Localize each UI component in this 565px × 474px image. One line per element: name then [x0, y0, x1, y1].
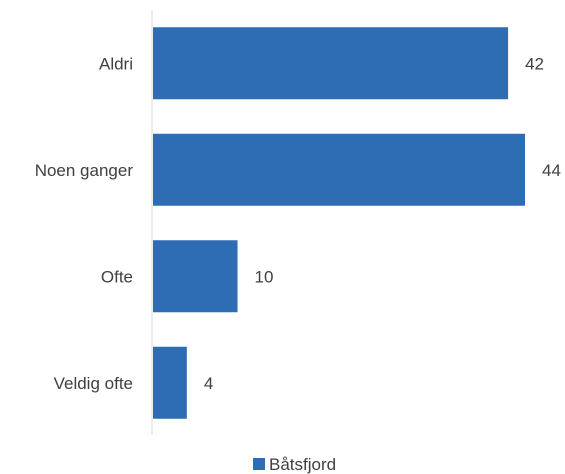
- bar-aldri: [153, 27, 509, 100]
- category-label: Veldig ofte: [54, 374, 133, 393]
- bar-noen-ganger: [153, 133, 525, 206]
- legend-label: Båtsfjord: [269, 455, 336, 474]
- data-label: 44: [542, 161, 561, 180]
- bar-veldig-ofte: [153, 346, 187, 419]
- bar-ofte: [153, 240, 238, 313]
- category-label: Aldri: [99, 54, 133, 73]
- category-label: Noen ganger: [35, 161, 134, 180]
- data-label: 42: [525, 54, 544, 73]
- category-label: Ofte: [101, 267, 133, 286]
- legend-swatch: [253, 458, 265, 470]
- data-label: 4: [204, 374, 213, 393]
- data-label: 10: [255, 267, 274, 286]
- legend: Båtsfjord: [253, 455, 336, 474]
